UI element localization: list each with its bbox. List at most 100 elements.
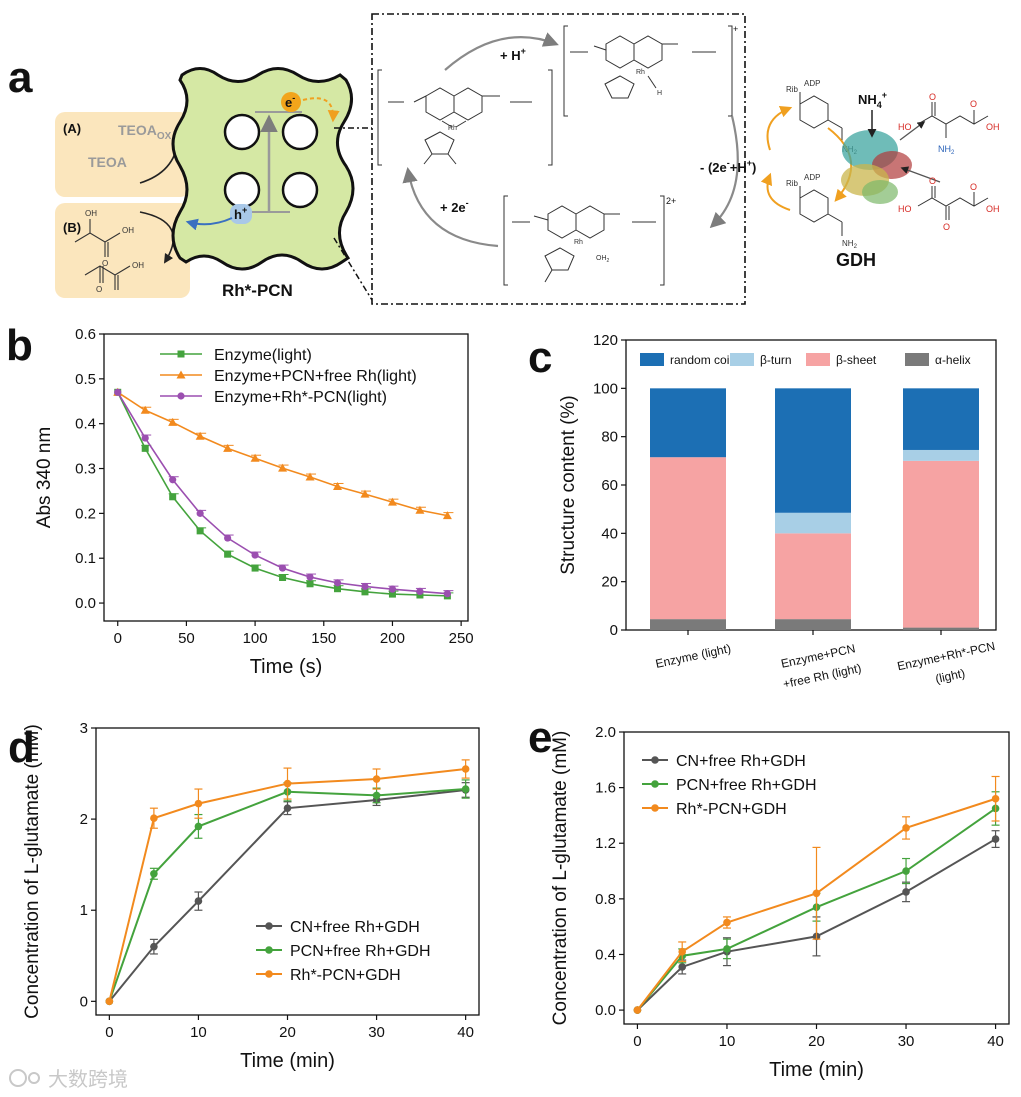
legend-label: Rh*-PCN+GDH [676, 801, 787, 818]
rh-label-hydride: Rh [636, 69, 645, 76]
data-point [461, 785, 470, 793]
bar-segment [650, 388, 726, 458]
bar-segment [903, 449, 979, 461]
x-tick-label: 10 [190, 1024, 207, 1041]
cation-charge-label: + [733, 24, 738, 34]
x-tick-label: 50 [178, 630, 195, 647]
panel-b-plot-area [113, 387, 454, 600]
catalytic-cycle-box [371, 13, 746, 305]
category-label: Enzyme+Rh*-PCN [896, 639, 996, 673]
data-point [169, 493, 177, 501]
hole-label: h+ [234, 205, 247, 222]
y-tick-label: 0 [80, 993, 88, 1010]
data-point [723, 945, 731, 953]
data-point [141, 434, 149, 442]
data-point [169, 476, 177, 484]
step-release-close: ) [752, 160, 756, 175]
y-tick-label: 3 [80, 720, 88, 737]
lactate-acid-oh-label: OH [122, 226, 134, 235]
data-point [991, 835, 1000, 843]
step-2e-sup: - [466, 198, 469, 208]
data-point [334, 585, 342, 593]
bar-segment [775, 388, 851, 513]
data-point [278, 463, 288, 472]
lactate-oh-label: OH [85, 209, 97, 218]
watermark: 大数跨境 [9, 1068, 128, 1091]
electron-charge: - [292, 93, 295, 103]
legend-label: Enzyme+PCN+free Rh(light) [214, 368, 417, 385]
bar-segment [903, 460, 979, 628]
panel-d-label: d [8, 723, 35, 772]
ketoglutarate-o-label: O [970, 182, 977, 192]
hole-transfer-arrow [185, 217, 233, 231]
panel-e-legend: CN+free Rh+GDH PCN+free Rh+GDH Rh*-PCN+GDH [642, 753, 817, 818]
hole-charge: + [242, 205, 247, 215]
sacrificial-box-b [55, 203, 190, 298]
data-point [114, 388, 122, 396]
y-tick-label: 0.0 [595, 1002, 616, 1019]
data-point [723, 918, 731, 927]
data-point [306, 573, 314, 581]
panel-c-plot-area: Enzyme (light) Enzyme+PCN+free Rh (light)… [650, 388, 996, 691]
data-point [150, 942, 158, 951]
data-point [415, 505, 425, 514]
data-point [196, 527, 204, 535]
legend-swatch [806, 353, 830, 366]
watermark-logo-icon [9, 1069, 27, 1087]
electron-label: e- [285, 93, 295, 110]
data-point [223, 443, 233, 452]
x-tick-label: 0 [105, 1024, 113, 1041]
category-label: (light) [934, 666, 966, 686]
legend-marker [265, 970, 273, 978]
lactate-o-label: O [102, 259, 108, 268]
ketoglutarate-oh-label: OH [986, 204, 1000, 214]
legend-label: PCN+free Rh+GDH [290, 943, 431, 960]
data-point [442, 511, 452, 520]
ketoglutarate-ho-label: HO [898, 204, 912, 214]
legend-label: Enzyme(light) [214, 347, 312, 364]
y-tick-label: 120 [593, 332, 618, 349]
dication-charge-label: 2+ [666, 196, 676, 206]
ketoglutarate-o-label: O [943, 222, 950, 232]
nh4-subscript: 4 [877, 100, 882, 110]
bar-segment [903, 388, 979, 450]
panel-b-plot-frame [103, 333, 469, 622]
x-tick-label: 30 [898, 1033, 915, 1050]
legend-marker [177, 350, 185, 358]
series-line [636, 838, 997, 1011]
legend-marker [651, 804, 659, 812]
panel-e-axes: 0.0 0.4 0.8 1.2 1.6 2.0 0 10 20 30 40 Time (min) Con… [550, 724, 1004, 1081]
hole-icon-bg [230, 204, 252, 224]
bar-segment [650, 457, 726, 620]
nad-nh2-label: NH2 [842, 239, 858, 250]
data-point [388, 590, 396, 598]
gdh-protein-icon [841, 130, 912, 204]
nad-rib-label: Rib [786, 179, 799, 188]
panel-b-legend: Enzyme(light) Enzyme+PCN+free Rh(light) En… [160, 347, 417, 406]
data-point [150, 814, 158, 822]
x-tick-label: 200 [380, 630, 405, 647]
teoa-label: TEOA [88, 154, 127, 170]
panel-b: b 0.0 0.1 0.2 0.3 0.4 0.5 0.6 0 50 100 150 200 250 Ti… [6, 321, 474, 678]
x-tick-label: 250 [449, 630, 474, 647]
hydride-h-label: H [657, 90, 662, 97]
series-line [636, 797, 996, 1011]
y-tick-label: 0.6 [75, 326, 96, 343]
y-axis-label: Concentration of L-glutamate (mM) [550, 731, 571, 1026]
legend-marker [651, 780, 659, 788]
glutamate-oh-label: OH [986, 122, 1000, 132]
data-point [372, 775, 381, 783]
step-2e-label: + 2e- [440, 198, 469, 215]
glutamate-o-label: O [929, 92, 936, 102]
data-point [278, 564, 287, 572]
rh-complex-aqua [503, 195, 665, 286]
y-tick-label: 80 [601, 429, 618, 446]
legend-label: β-turn [760, 353, 792, 367]
data-point [416, 587, 424, 596]
teoa-ox-subscript: OX [157, 131, 172, 142]
y-tick-label: 20 [601, 574, 618, 591]
y-tick-label: 1 [80, 902, 88, 919]
box-a-label: (A) [63, 121, 81, 136]
step-release-sup1: - [727, 158, 730, 168]
